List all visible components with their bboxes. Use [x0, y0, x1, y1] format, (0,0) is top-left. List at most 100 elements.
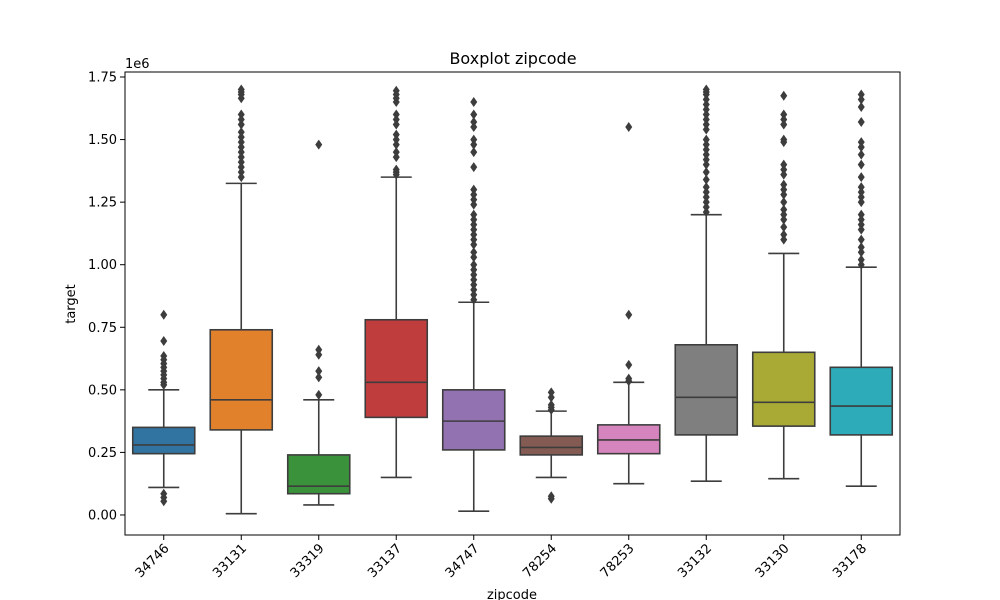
y-tick-label: 1.50	[88, 133, 117, 148]
outlier-point	[470, 294, 478, 305]
outlier-point	[237, 109, 245, 120]
outlier-point	[470, 219, 478, 230]
outlier-point	[470, 97, 478, 108]
outlier-point	[470, 289, 478, 300]
outlier-point	[780, 179, 788, 190]
outlier-point	[780, 204, 788, 215]
box-group	[286, 139, 351, 506]
outlier-point	[702, 182, 710, 193]
outlier-point	[857, 187, 865, 198]
outlier-point	[780, 229, 788, 240]
outlier-point	[237, 167, 245, 178]
outlier-point	[702, 114, 710, 125]
outlier-point	[160, 379, 168, 390]
outlier-point	[470, 134, 478, 145]
outlier-point	[392, 152, 400, 163]
outlier-point	[780, 209, 788, 220]
y-tick-label: 1.25	[88, 196, 117, 211]
box-body	[751, 351, 816, 427]
outlier-point	[392, 147, 400, 158]
outlier-point	[470, 117, 478, 128]
outlier-point	[702, 89, 710, 100]
outlier-point	[547, 387, 555, 398]
outlier-point	[470, 162, 478, 173]
box-group	[751, 90, 816, 480]
outlier-point	[702, 99, 710, 110]
outlier-point	[857, 89, 865, 100]
outlier-point	[392, 134, 400, 145]
outlier-point	[470, 199, 478, 210]
outlier-point	[702, 159, 710, 170]
chart-title: Boxplot zipcode	[449, 49, 576, 68]
outlier-point	[780, 164, 788, 175]
outlier-point	[392, 169, 400, 180]
outlier-point	[237, 147, 245, 158]
outlier-point	[857, 234, 865, 245]
y-tick-label: 1.00	[88, 258, 117, 273]
outlier-point	[857, 117, 865, 128]
outlier-point	[857, 182, 865, 193]
box-group	[131, 309, 196, 507]
outlier-point	[702, 154, 710, 165]
outlier-point	[857, 259, 865, 270]
outlier-point	[857, 219, 865, 230]
outlier-point	[857, 242, 865, 253]
box-body	[364, 318, 429, 419]
outlier-point	[237, 152, 245, 163]
box-body	[131, 426, 196, 455]
box-group	[519, 387, 584, 504]
outlier-point	[470, 252, 478, 263]
box-group	[441, 97, 506, 513]
outlier-point	[780, 90, 788, 101]
outlier-point	[857, 94, 865, 105]
outlier-point	[392, 114, 400, 125]
outlier-point	[857, 214, 865, 225]
outlier-point	[857, 142, 865, 153]
outlier-point	[237, 157, 245, 168]
box-body	[209, 328, 274, 431]
outlier-point	[857, 172, 865, 183]
outlier-point	[780, 189, 788, 200]
outlier-point	[392, 119, 400, 130]
outlier-point	[470, 247, 478, 258]
y-axis: 0.00 0.25 0.50 0.75 1.00 1.25 1.50 1.75	[88, 71, 125, 523]
box-body	[441, 389, 506, 451]
outlier-point	[547, 392, 555, 403]
outlier-point	[160, 496, 168, 507]
outlier-point	[470, 184, 478, 195]
outlier-point	[392, 129, 400, 140]
y-tick-label: 1.75	[88, 71, 117, 86]
outlier-point	[237, 93, 245, 104]
outlier-point	[470, 209, 478, 220]
outlier-point	[237, 114, 245, 125]
outlier-point	[315, 366, 323, 377]
outlier-point	[470, 259, 478, 270]
outlier-point	[857, 247, 865, 258]
outlier-point	[625, 376, 633, 387]
outlier-point	[160, 336, 168, 347]
outlier-point	[470, 214, 478, 225]
outlier-point	[780, 137, 788, 148]
box-body	[674, 343, 739, 436]
outlier-point	[702, 119, 710, 130]
outlier-point	[470, 239, 478, 250]
outlier-point	[237, 162, 245, 173]
outlier-point	[780, 197, 788, 208]
outlier-point	[702, 174, 710, 185]
outlier-point	[237, 142, 245, 153]
outlier-point	[547, 404, 555, 415]
outlier-point	[857, 224, 865, 235]
x-axis-title: zipcode	[487, 588, 537, 600]
y-axis-title: target	[64, 284, 79, 324]
outlier-point	[315, 389, 323, 400]
outlier-point	[470, 284, 478, 295]
box-group	[209, 84, 274, 515]
outlier-point	[857, 102, 865, 113]
outlier-point	[702, 134, 710, 145]
box-group	[829, 89, 894, 487]
outlier-point	[160, 309, 168, 320]
box-body	[286, 454, 351, 495]
outlier-point	[470, 264, 478, 275]
outlier-point	[857, 149, 865, 160]
